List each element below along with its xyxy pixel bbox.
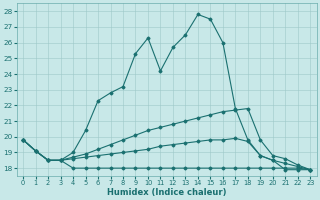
X-axis label: Humidex (Indice chaleur): Humidex (Indice chaleur) <box>107 188 227 197</box>
